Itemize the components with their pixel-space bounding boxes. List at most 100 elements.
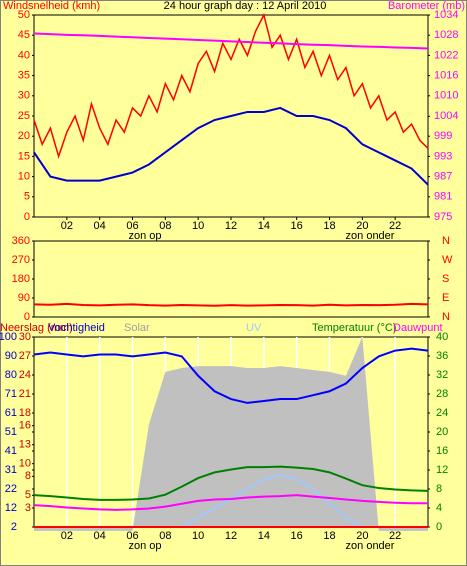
y-tick-label: 5 bbox=[24, 191, 30, 203]
y3-tick-label: 21 bbox=[19, 388, 31, 400]
y2-tick-label: 981 bbox=[434, 191, 452, 203]
line bbox=[33, 465, 429, 501]
x-tick-label: 14 bbox=[258, 220, 270, 232]
y2-tick-label: 975 bbox=[434, 211, 452, 223]
line bbox=[33, 347, 429, 404]
y-tick-label: 100 bbox=[0, 331, 17, 343]
y-tick-label: 31 bbox=[5, 464, 17, 476]
axis-label: UV bbox=[246, 322, 262, 334]
x-tick-label: 12 bbox=[225, 530, 237, 542]
y-tick-label: 0 bbox=[24, 211, 30, 223]
x-tick-label: 22 bbox=[389, 220, 401, 232]
y2-tick-label: 999 bbox=[434, 130, 452, 142]
annotation: zon onder bbox=[346, 230, 395, 242]
y2-tick-label: 1022 bbox=[434, 49, 458, 61]
y2-tick-label: 1028 bbox=[434, 29, 458, 41]
y2-tick-label: 24 bbox=[436, 407, 448, 419]
x-tick-label: 16 bbox=[291, 530, 303, 542]
axis-label: Solar bbox=[124, 322, 150, 334]
y3-tick-label: 18 bbox=[19, 407, 31, 419]
y3-tick-label: 16 bbox=[19, 420, 31, 432]
y2-tick-label: E bbox=[442, 292, 449, 304]
y-tick-label: 15 bbox=[18, 150, 30, 162]
y3-tick-label: 27 bbox=[19, 350, 31, 362]
y-tick-label: 12 bbox=[5, 502, 17, 514]
x-tick-label: 02 bbox=[61, 530, 73, 542]
y3-tick-label: 10 bbox=[19, 458, 31, 470]
y2-tick-label: W bbox=[442, 254, 453, 266]
y2-tick-label: 36 bbox=[436, 350, 448, 362]
y-tick-label: 90 bbox=[5, 350, 17, 362]
x-tick-label: 20 bbox=[356, 530, 368, 542]
y2-tick-label: 40 bbox=[436, 331, 448, 343]
x-tick-label: 18 bbox=[323, 220, 335, 232]
y-tick-label: 61 bbox=[5, 407, 17, 419]
x-tick-label: 04 bbox=[94, 530, 106, 542]
y-tick-label: 22 bbox=[5, 483, 17, 495]
line bbox=[33, 12, 429, 159]
y2-tick-label: 1016 bbox=[434, 70, 458, 82]
y-tick-label: 51 bbox=[5, 426, 17, 438]
y3-tick-label: 5 bbox=[25, 489, 31, 501]
x-tick-label: 16 bbox=[291, 220, 303, 232]
x-tick-label: 02 bbox=[61, 220, 73, 232]
y2-tick-label: 1010 bbox=[434, 90, 458, 102]
line bbox=[33, 302, 429, 307]
line bbox=[33, 32, 429, 50]
y2-tick-label: 16 bbox=[436, 445, 448, 457]
y2-tick-label: 0 bbox=[436, 521, 442, 533]
area bbox=[34, 337, 428, 531]
x-tick-label: 18 bbox=[323, 530, 335, 542]
y2-tick-label: 987 bbox=[434, 171, 452, 183]
y-tick-label: 90 bbox=[18, 292, 30, 304]
x-tick-label: 08 bbox=[159, 220, 171, 232]
x-tick-label: 20 bbox=[356, 220, 368, 232]
line bbox=[33, 106, 429, 186]
y-tick-label: 50 bbox=[18, 9, 30, 21]
axis-label: Dauwpunt bbox=[393, 322, 443, 334]
y3-tick-label: 3 bbox=[25, 502, 31, 514]
y-tick-label: 80 bbox=[5, 369, 17, 381]
x-tick-label: 22 bbox=[389, 530, 401, 542]
axis-label: Vochtigheid bbox=[48, 322, 105, 334]
y-tick-label: 180 bbox=[12, 273, 30, 285]
y-tick-label: 270 bbox=[12, 254, 30, 266]
line bbox=[33, 494, 428, 511]
y2-tick-label: 4 bbox=[436, 502, 442, 514]
y-tick-label: 25 bbox=[18, 110, 30, 122]
y2-tick-label: 20 bbox=[436, 426, 448, 438]
y-tick-label: 2 bbox=[11, 521, 17, 533]
y-tick-label: 0 bbox=[24, 311, 30, 323]
x-tick-label: 06 bbox=[126, 530, 138, 542]
y-tick-label: 40 bbox=[18, 49, 30, 61]
x-tick-label: 06 bbox=[126, 220, 138, 232]
y2-tick-label: N bbox=[442, 311, 450, 323]
y-tick-label: 20 bbox=[18, 130, 30, 142]
annotation: zon onder bbox=[346, 540, 395, 552]
y2-tick-label: 8 bbox=[436, 483, 442, 495]
y2-tick-label: N bbox=[442, 235, 450, 247]
y2-tick-label: S bbox=[442, 273, 449, 285]
y-tick-label: 360 bbox=[12, 235, 30, 247]
y3-tick-label: 30 bbox=[19, 331, 31, 343]
annotation: zon op bbox=[128, 540, 161, 552]
y-tick-label: 30 bbox=[18, 90, 30, 102]
axis-label: Windsnelheid (kmh) bbox=[3, 0, 100, 12]
y-tick-label: 71 bbox=[5, 388, 17, 400]
y2-tick-label: 1034 bbox=[434, 9, 458, 21]
axis-label: Barometer (mb) bbox=[388, 0, 465, 12]
chart-title: 24 hour graph day : 12 April 2010 bbox=[164, 0, 327, 12]
y2-tick-label: 1004 bbox=[434, 110, 458, 122]
x-tick-label: 08 bbox=[159, 530, 171, 542]
x-tick-label: 10 bbox=[192, 530, 204, 542]
y2-tick-label: 12 bbox=[436, 464, 448, 476]
y2-tick-label: 32 bbox=[436, 369, 448, 381]
y3-tick-label: 8 bbox=[25, 470, 31, 482]
x-tick-label: 10 bbox=[192, 220, 204, 232]
y2-tick-label: 28 bbox=[436, 388, 448, 400]
y-tick-label: 45 bbox=[18, 29, 30, 41]
y-tick-label: 10 bbox=[18, 171, 30, 183]
axis-label: Neerslag (mm) bbox=[0, 322, 73, 334]
